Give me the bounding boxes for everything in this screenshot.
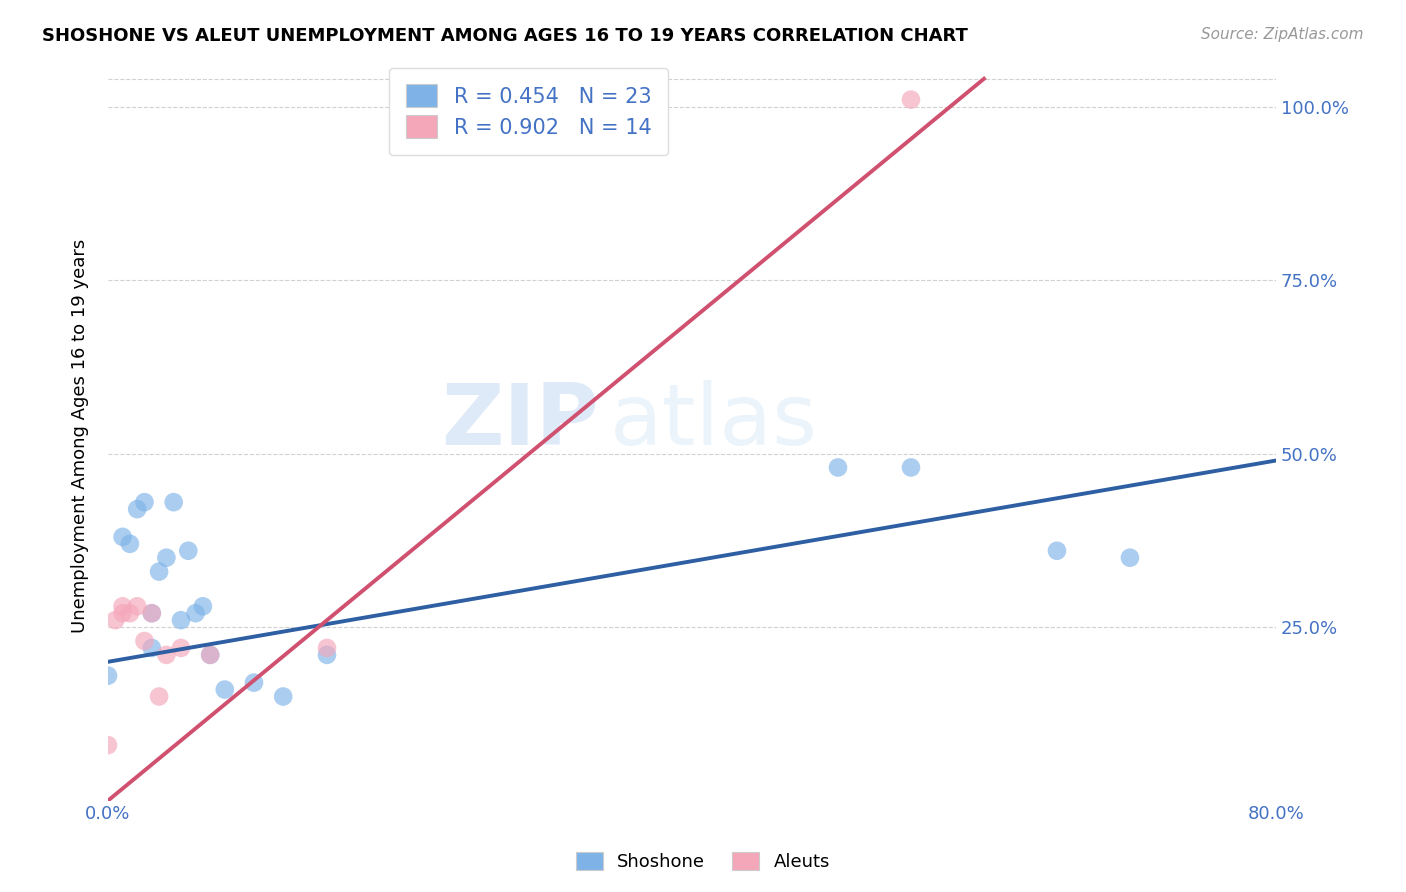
Point xyxy=(184,606,207,620)
Point xyxy=(118,537,141,551)
Text: SHOSHONE VS ALEUT UNEMPLOYMENT AMONG AGES 16 TO 19 YEARS CORRELATION CHART: SHOSHONE VS ALEUT UNEMPLOYMENT AMONG AGE… xyxy=(42,27,969,45)
Point xyxy=(170,640,193,655)
Point xyxy=(111,606,134,620)
Point xyxy=(148,690,170,704)
Point xyxy=(111,599,134,614)
Point xyxy=(155,648,177,662)
Point xyxy=(141,606,163,620)
Point xyxy=(134,634,156,648)
Point xyxy=(141,640,163,655)
Point xyxy=(1119,550,1142,565)
Point xyxy=(97,668,120,682)
Point xyxy=(155,550,177,565)
Point xyxy=(191,599,214,614)
Point xyxy=(148,565,170,579)
Point xyxy=(170,613,193,627)
Y-axis label: Unemployment Among Ages 16 to 19 years: Unemployment Among Ages 16 to 19 years xyxy=(72,239,89,633)
Point xyxy=(198,648,221,662)
Point xyxy=(118,606,141,620)
Point xyxy=(134,495,156,509)
Point xyxy=(827,460,849,475)
Text: atlas: atlas xyxy=(610,380,818,463)
Point xyxy=(243,675,266,690)
Point xyxy=(900,93,922,107)
Text: ZIP: ZIP xyxy=(441,380,599,463)
Point xyxy=(127,502,149,516)
Point xyxy=(271,690,294,704)
Point xyxy=(214,682,236,697)
Point xyxy=(111,530,134,544)
Point xyxy=(900,460,922,475)
Point xyxy=(316,648,339,662)
Point xyxy=(97,738,120,752)
Legend: Shoshone, Aleuts: Shoshone, Aleuts xyxy=(568,845,838,879)
Point xyxy=(163,495,186,509)
Point xyxy=(316,640,339,655)
Point xyxy=(198,648,221,662)
Point xyxy=(104,613,127,627)
Point xyxy=(141,606,163,620)
Point xyxy=(127,599,149,614)
Point xyxy=(177,543,200,558)
Text: Source: ZipAtlas.com: Source: ZipAtlas.com xyxy=(1201,27,1364,42)
Point xyxy=(1046,543,1069,558)
Legend: R = 0.454   N = 23, R = 0.902   N = 14: R = 0.454 N = 23, R = 0.902 N = 14 xyxy=(389,68,668,155)
